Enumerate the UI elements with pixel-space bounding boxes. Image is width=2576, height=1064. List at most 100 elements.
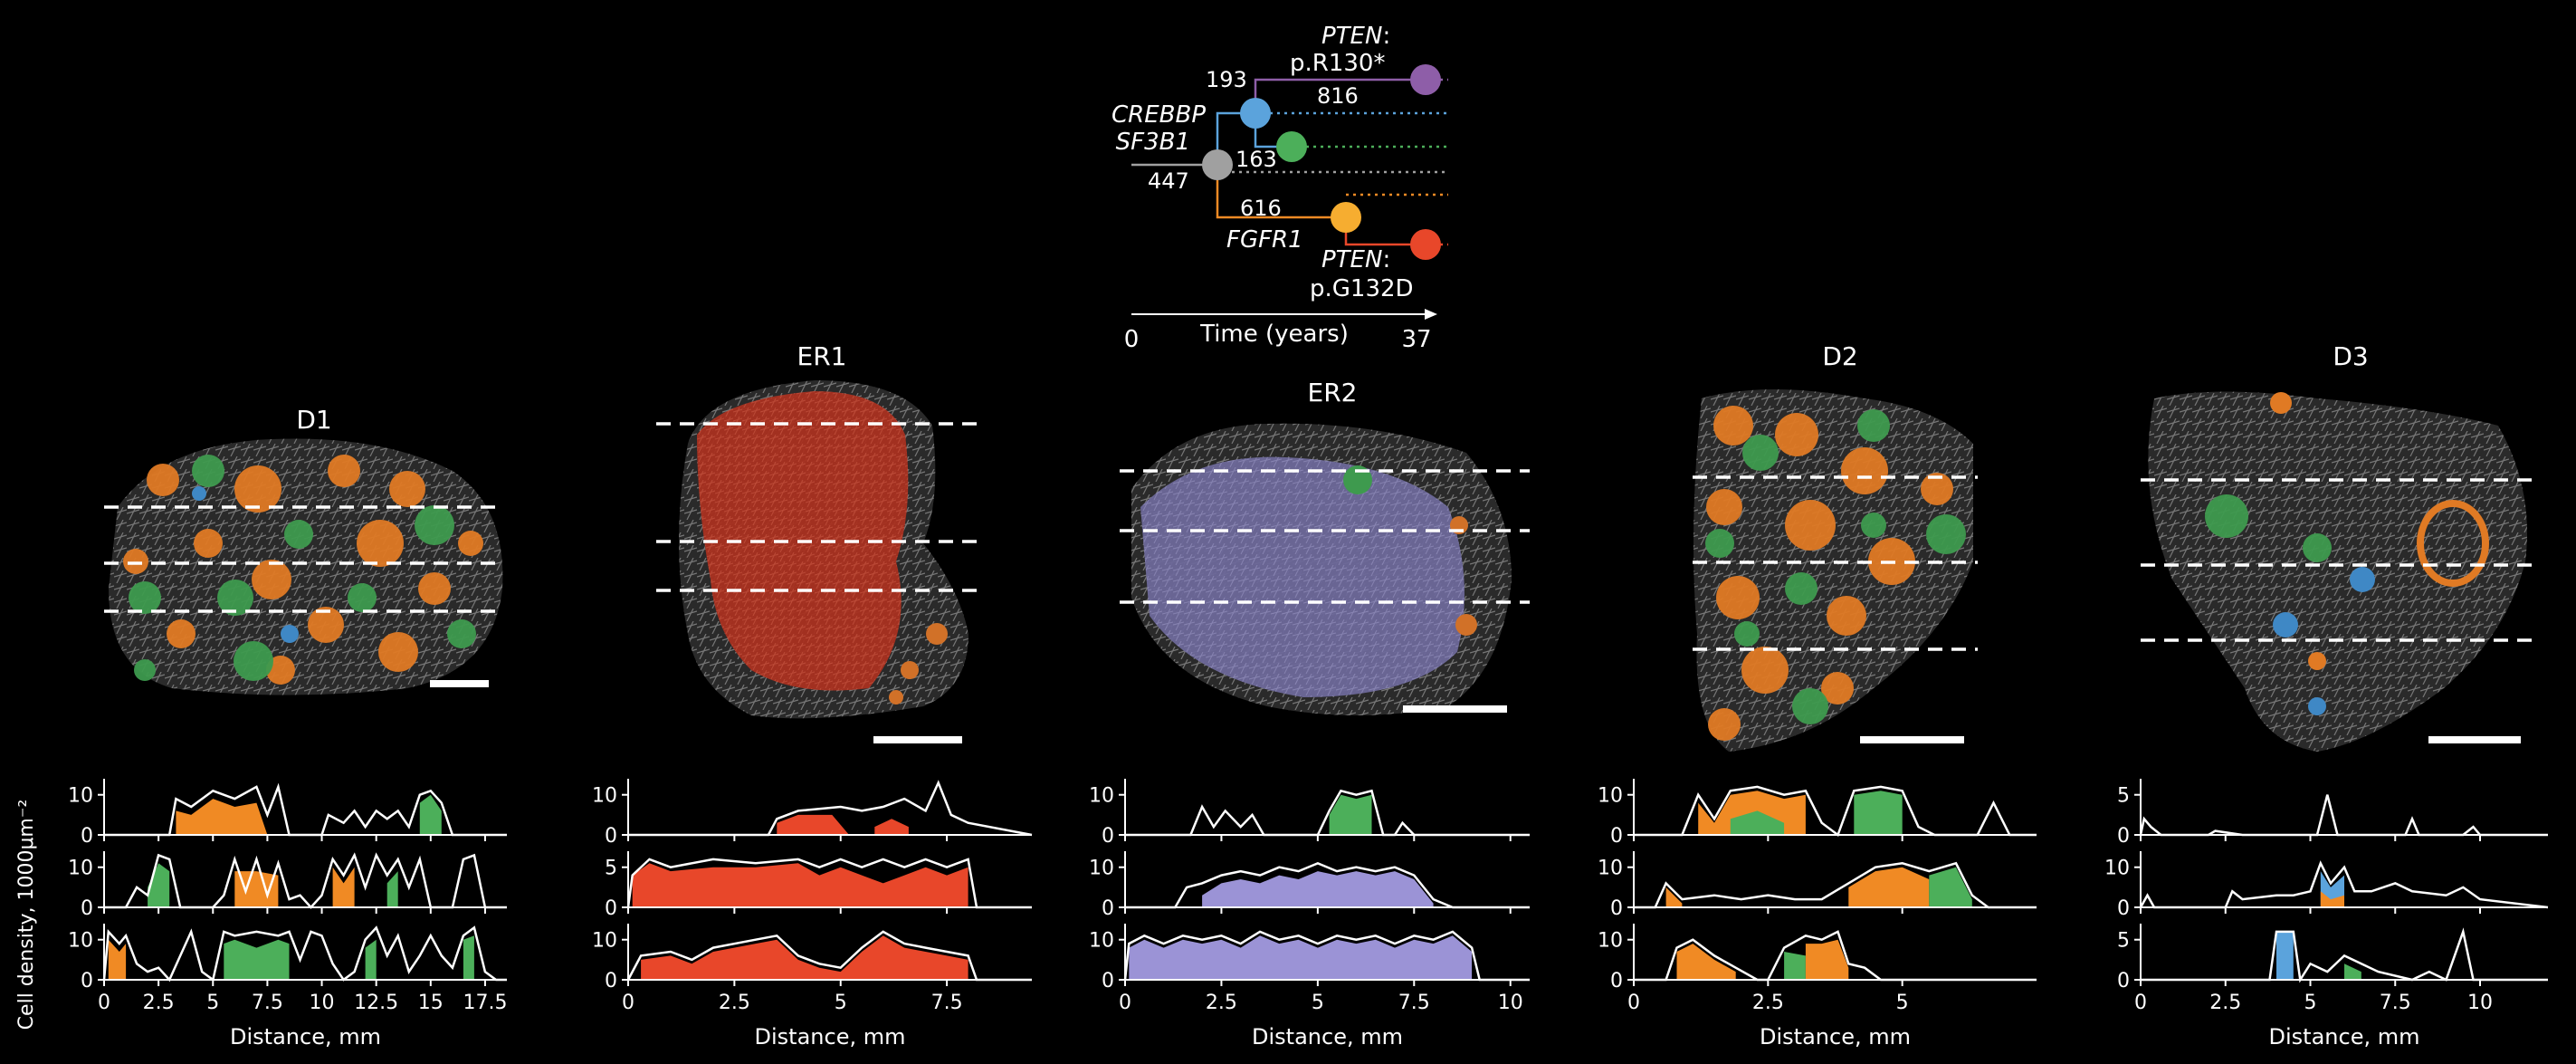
panel-title-D2: D2 [1822,341,1857,371]
y-tick-label-ER1-2-0: 0 [605,970,617,992]
density-fill-ER2-0-0 [1329,794,1372,835]
density-total-line-ER1-0 [628,780,1033,837]
density-fill-D1-1-3 [386,871,398,907]
x-tick-label-D3-3: 7.5 [2380,992,2411,1014]
x-tick-label-ER2-3: 7.5 [1398,992,1430,1014]
density-total-line-D2-0 [1634,785,2037,838]
density-fill-D3-2-1 [2344,963,2361,980]
y-tick-label-D3-0-0: 0 [2117,825,2130,848]
density-total-line-ER2-0 [1125,789,1530,837]
x-tick-label-D2-0: 0 [1627,992,1640,1014]
density-profiles: 0 10 0 10 0 10 0 2.5 5 7.5 10 12.5 15 17.5 Distance, m… [68,779,2549,1050]
density-fill-D2-1-0 [1665,887,1683,907]
y-tick-label-ER1-1-0: 0 [605,897,617,920]
y-tick-label-D3-2-0: 0 [2117,970,2130,992]
x-tick-label-ER1-2: 5 [835,992,847,1014]
branch-length-616: 616 [1240,196,1282,221]
tissue-image-ER2: ER2 [1120,378,1530,715]
x-tick-label-ER1-1: 2.5 [719,992,750,1014]
y-tick-label-D2-1-1: 10 [1598,858,1623,880]
x-tick-label-D1-6: 15 [418,992,444,1014]
y-tick-label-ER2-2-0: 0 [1102,970,1114,992]
density-fill-D1-1-0 [148,863,170,907]
y-tick-label-D2-0-1: 10 [1598,785,1623,808]
density-fill-D2-2-1 [1784,952,1806,980]
y-tick-label-ER2-1-1: 10 [1089,858,1114,880]
branch-length-816: 816 [1317,83,1359,109]
density-fill-D1-0-1 [419,794,442,835]
density-total-line-ER1-1 [626,858,1032,909]
y-axis-label: Cell density, 1000μm⁻² [15,800,38,1030]
clone-node-green [1276,131,1307,162]
y-tick-label-ER1-2-1: 10 [592,930,617,953]
y-tick-label-D1-2-1: 10 [68,930,93,953]
tissue-image-D3: D3 [2141,341,2534,752]
density-fill-D1-2-0 [108,939,127,980]
density-fill-ER2-2-0 [1129,935,1473,980]
density-total-line-D2-2 [1634,930,2037,982]
time-axis-arrow [1425,309,1437,320]
gene-label-fgfr1: FGFR1 [1226,226,1303,254]
y-tick-label-D2-2-0: 0 [1610,970,1623,992]
y-tick-label-ER2-1-0: 0 [1102,897,1114,920]
x-axis-label-D3: Distance, mm [2269,1024,2420,1050]
y-tick-label-D3-1-0: 0 [2117,897,2130,920]
density-total-line-D1-2 [102,925,507,983]
y-tick-label-D1-1-0: 0 [81,897,93,920]
clone-node-grey [1202,149,1233,180]
x-tick-label-ER2-4: 10 [1498,992,1523,1014]
x-tick-label-ER2-2: 5 [1312,992,1324,1014]
panel-title-D1: D1 [296,405,331,435]
x-tick-label-D1-0: 0 [98,992,110,1014]
density-fill-D2-1-1 [1848,867,1930,907]
x-tick-label-D3-0: 0 [2134,992,2147,1014]
y-tick-label-D3-0-1: 5 [2117,785,2130,808]
y-tick-label-D1-1-1: 10 [68,858,93,880]
tissue-image-D2: D2 [1693,341,1978,752]
density-total-line-ER2-1 [1125,861,1530,909]
x-axis-label-ER2: Distance, mm [1252,1024,1403,1050]
density-total-line-D2-1 [1634,861,2037,909]
x-tick-label-ER2-1: 2.5 [1206,992,1237,1014]
x-tick-label-D3-2: 5 [2304,992,2317,1014]
y-tick-label-D2-0-0: 0 [1610,825,1623,848]
y-tick-label-ER1-0-0: 0 [605,825,617,848]
y-tick-label-D2-2-1: 10 [1598,930,1623,953]
density-fill-D1-2-2 [365,939,377,980]
pten-bottom-mutation: p.G132D [1310,275,1414,302]
density-fill-ER1-0-1 [874,819,909,835]
time-axis-label: Time (years) [1199,321,1349,348]
branch-length-447: 447 [1148,168,1189,194]
time-axis-start: 0 [1124,326,1140,353]
panel-title-ER2: ER2 [1308,378,1358,407]
y-tick-label-D1-0-0: 0 [81,825,93,848]
density-fill-ER2-1-0 [1202,871,1434,907]
density-total-line-ER1-2 [626,930,1032,982]
y-tick-label-D1-0-1: 10 [68,785,93,808]
x-tick-label-D2-2: 5 [1896,992,1909,1014]
x-axis-label-D1: Distance, mm [230,1024,381,1050]
clone-node-orange [1331,202,1361,233]
density-fill-D2-2-2 [1805,939,1849,980]
pten-bottom-label: PTEN: [1321,246,1390,273]
y-tick-label-ER1-1-1: 5 [605,858,617,880]
x-tick-label-D1-5: 12.5 [354,992,398,1014]
x-axis-label-D2: Distance, mm [1760,1024,1911,1050]
gene-label-sf3b1: SF3B1 [1116,129,1190,156]
time-axis-end: 37 [1401,326,1431,353]
density-total-line-D3-2 [2141,927,2548,983]
panel-title-D3: D3 [2333,341,2368,371]
y-tick-label-D3-2-1: 5 [2117,930,2130,953]
y-tick-label-ER2-0-1: 10 [1089,785,1114,808]
gene-label-crebbp: CREBBP [1111,101,1206,129]
y-tick-label-D1-2-0: 0 [81,970,93,992]
x-tick-label-D1-3: 7.5 [252,992,283,1014]
x-tick-label-D1-4: 10 [310,992,335,1014]
x-tick-label-D3-4: 10 [2467,992,2493,1014]
x-tick-label-ER1-0: 0 [622,992,634,1014]
density-fill-D2-0-2 [1854,791,1903,835]
density-fill-ER1-0-0 [777,814,850,835]
panel-title-ER1: ER1 [797,341,847,371]
clone-node-purple [1410,64,1441,95]
